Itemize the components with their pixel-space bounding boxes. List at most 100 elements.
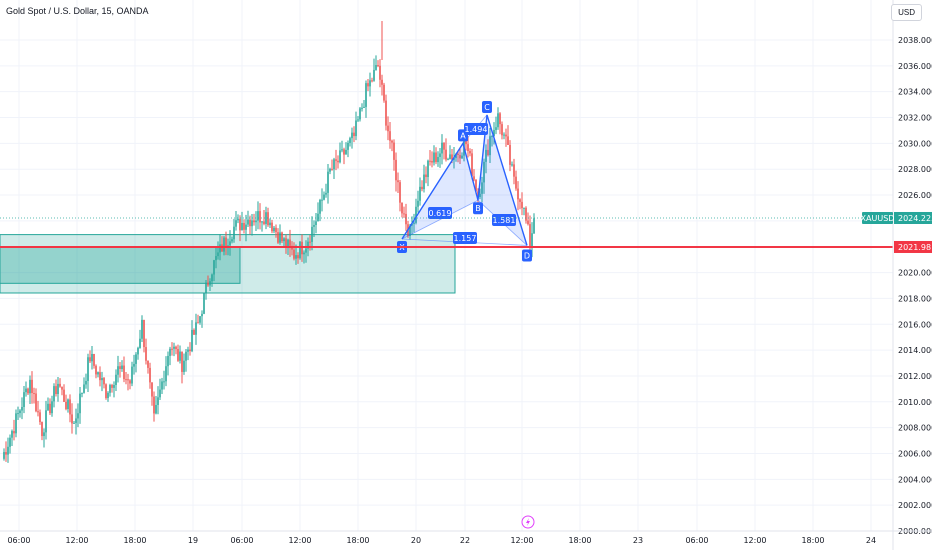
candle-body [353, 132, 355, 137]
candle-body [375, 65, 377, 70]
candle-body [105, 384, 107, 399]
candle-body [433, 152, 435, 163]
candle-body [507, 136, 509, 145]
candle-body [113, 384, 115, 388]
candle-body [267, 212, 269, 226]
candle-body [309, 241, 311, 243]
candle-body [335, 159, 337, 161]
candle-body [209, 281, 211, 286]
candle-body [355, 120, 357, 137]
candle-body [109, 385, 111, 393]
candle-body [177, 349, 179, 361]
candle-body [395, 159, 397, 181]
candle-body [215, 256, 217, 261]
candle-body [87, 357, 89, 381]
candle-body [531, 233, 533, 247]
candle-body [43, 432, 45, 437]
price-tick-label: 2018.000 [898, 294, 932, 303]
candle-body [157, 397, 159, 405]
candle-body [533, 218, 535, 234]
candle-body [473, 176, 475, 180]
candle-body [139, 338, 141, 348]
candle-body [189, 349, 191, 352]
time-tick-label: 12:00 [510, 536, 533, 545]
candle-body [403, 213, 405, 215]
candle-body [129, 380, 131, 384]
ticker-label: XAUUSD [861, 214, 895, 223]
candle-body [191, 329, 193, 352]
price-tick-label: 2032.000 [898, 114, 932, 123]
candle-body [277, 232, 279, 243]
candle-body [509, 144, 511, 165]
candle-body [487, 149, 489, 156]
candle-body [471, 153, 473, 177]
candle-body [41, 422, 43, 437]
candle-body [497, 113, 499, 128]
pattern-point-label: C [484, 103, 490, 112]
time-axis[interactable]: 06:00 12:00 18:00 19 06:00 12:00 18:00 20 22 12:0… [0, 515, 932, 545]
pattern-point-badge [522, 249, 532, 262]
pattern-ratio-label: 1.494 [465, 125, 488, 134]
candle-body [517, 188, 519, 200]
candle-body [515, 176, 517, 189]
candle-body [23, 392, 25, 407]
candle-body [461, 155, 463, 159]
candle-body [211, 274, 213, 282]
candle-body [149, 367, 151, 383]
candle-body [389, 131, 391, 141]
candle-body [347, 142, 349, 150]
ticker-badge [862, 211, 893, 224]
pattern-point-badge [473, 202, 483, 215]
candle-body [15, 413, 17, 434]
price-axis[interactable]: 2038.000 2036.000 2034.000 2032.000 2030.000… [861, 0, 932, 550]
candle-body [207, 282, 209, 286]
candle-body [225, 237, 227, 247]
candle-body [293, 249, 295, 259]
candle-body [169, 348, 171, 356]
candle-body [351, 132, 353, 139]
candle-body [25, 388, 27, 393]
candle-body [289, 239, 291, 246]
price-tick-label: 2006.000 [898, 449, 932, 458]
candle-body [357, 119, 359, 121]
candle-body [423, 174, 425, 190]
candle-body [37, 411, 39, 413]
lightning-icon[interactable] [521, 515, 535, 529]
candle-body [155, 404, 157, 414]
time-tick-label: 18:00 [568, 536, 591, 545]
candle-body [61, 386, 63, 390]
currency-button[interactable]: USD [891, 4, 922, 21]
price-lines [0, 217, 893, 248]
candle-body [27, 388, 29, 394]
candle-body [465, 141, 467, 145]
pattern-ratio-label: 1.581 [493, 216, 516, 225]
candle-body [413, 222, 415, 224]
candle-body [513, 164, 515, 177]
candle-body [429, 160, 431, 162]
time-tick-label: 23 [633, 536, 643, 545]
candle-body [491, 136, 493, 138]
candle-body [301, 241, 303, 255]
candle-body [219, 244, 221, 253]
price-tick-label: 2030.000 [898, 139, 932, 148]
price-tick-label: 2026.000 [898, 191, 932, 200]
candle-body [479, 193, 481, 198]
last-price-badge [894, 211, 932, 224]
candle-body [195, 322, 197, 335]
candle-body [145, 347, 147, 361]
price-tick-label: 2014.000 [898, 346, 932, 355]
candle-body [51, 401, 53, 414]
pattern-ratio-label: 1.157 [454, 234, 477, 243]
candle-body [47, 403, 49, 411]
candle-body [65, 401, 67, 410]
candle-body [387, 125, 389, 132]
candle-body [345, 149, 347, 155]
candle-body [111, 385, 113, 388]
candle-body [317, 213, 319, 222]
candle-body [391, 140, 393, 143]
candle-body [443, 142, 445, 150]
candle-body [199, 316, 201, 323]
candle-body [7, 446, 9, 455]
